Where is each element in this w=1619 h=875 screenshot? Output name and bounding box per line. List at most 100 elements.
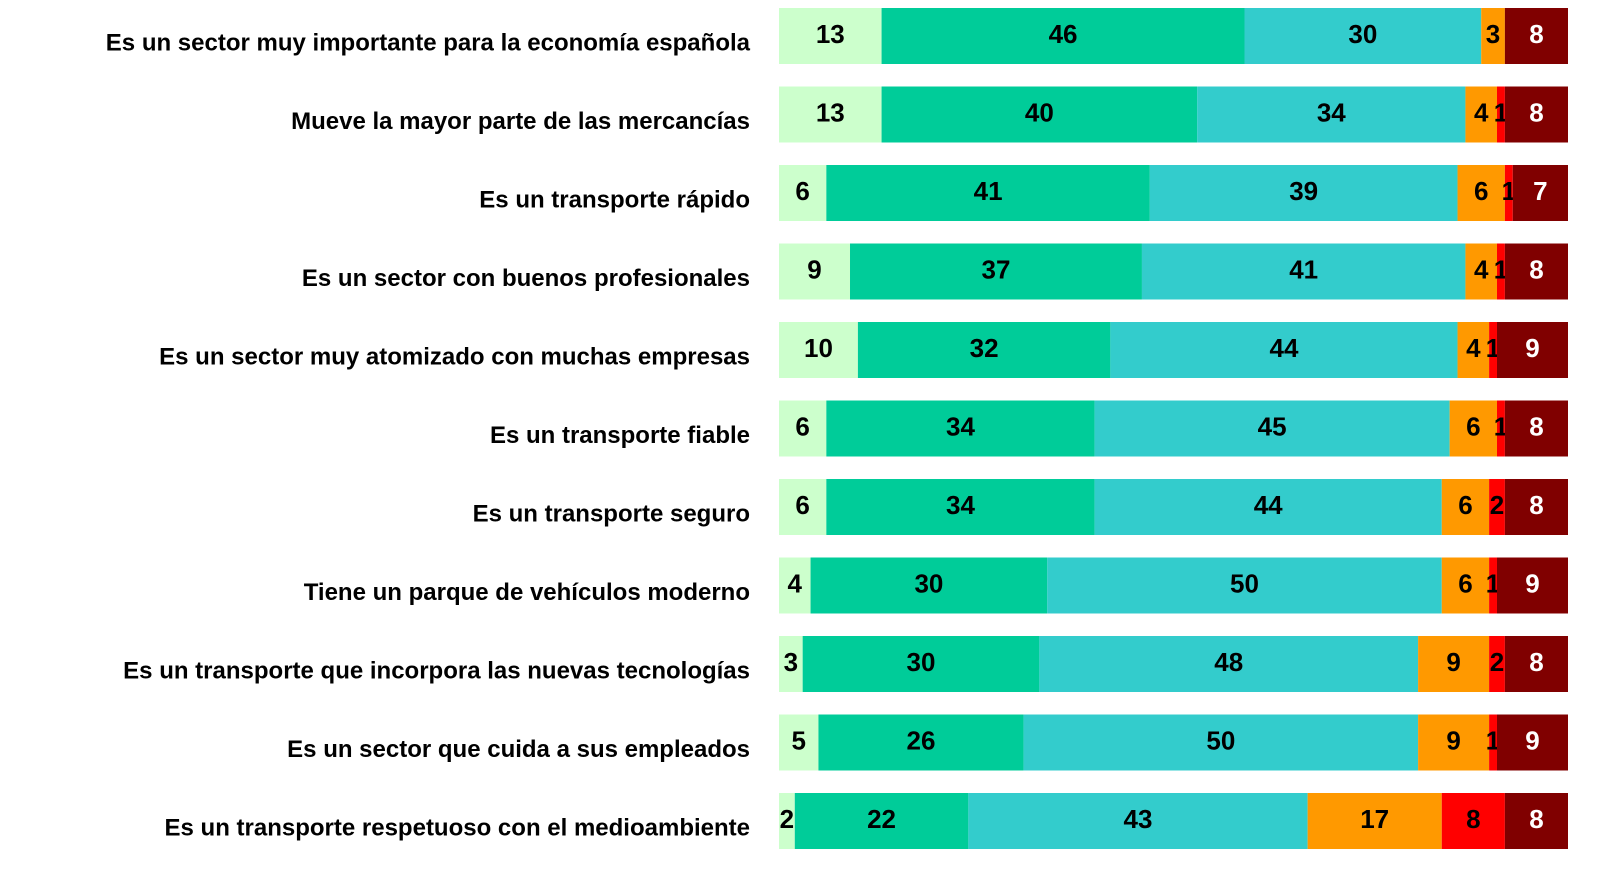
bar-segment: [1504, 165, 1513, 221]
category-label: Es un transporte respetuoso con el medio…: [165, 814, 750, 841]
category-label: Es un sector que cuida a sus empleados: [287, 736, 750, 763]
bar-segment: [1094, 479, 1442, 535]
value-label: 9: [1446, 725, 1460, 755]
bar-segment: [1489, 322, 1497, 378]
bar-segment: [1244, 8, 1482, 64]
category-label: Tiene un parque de vehículos moderno: [304, 579, 750, 606]
value-label: 6: [1458, 568, 1472, 598]
bar-segment: [1197, 86, 1466, 143]
category-label: Es un sector con buenos profesionales: [302, 265, 750, 292]
bar-segment: [1481, 8, 1505, 64]
bar-segment: [826, 479, 1095, 535]
value-label: 46: [1049, 19, 1078, 49]
value-label: 6: [1466, 411, 1480, 441]
value-label: 10: [804, 333, 833, 363]
value-label: 32: [970, 333, 999, 363]
value-label: 7: [1533, 176, 1547, 206]
bar-segment: [1465, 86, 1497, 143]
value-label: 4: [1474, 97, 1489, 127]
value-label: 43: [1124, 804, 1153, 834]
value-label: 8: [1529, 804, 1543, 834]
bar-segment: [1489, 479, 1505, 535]
bar-segment: [1457, 322, 1490, 378]
category-label: Es un transporte seguro: [473, 500, 750, 527]
bar-segment: [1496, 243, 1505, 300]
bar-segment: [802, 636, 1040, 692]
bar-segment: [1504, 479, 1568, 535]
bar-segment: [826, 400, 1095, 457]
value-label: 6: [1474, 176, 1488, 206]
bar-segment: [826, 165, 1150, 221]
bar-segment: [1496, 714, 1568, 771]
value-label: 50: [1206, 725, 1235, 755]
bar-segment: [779, 793, 795, 849]
bar-segment: [1094, 400, 1450, 457]
value-label: 8: [1529, 647, 1543, 677]
bar-segment: [779, 8, 882, 64]
bar-segment: [1504, 243, 1568, 300]
value-label: 6: [795, 411, 809, 441]
value-label: 22: [867, 804, 896, 834]
bar-segment: [1449, 400, 1497, 457]
value-label: 44: [1269, 333, 1298, 363]
bar-segment: [1496, 322, 1568, 378]
value-label: 5: [791, 725, 805, 755]
bar-segment: [818, 714, 1024, 771]
bar-segment: [1489, 636, 1505, 692]
value-label: 2: [780, 804, 794, 834]
bar-segment: [779, 243, 851, 300]
category-label: Es un sector muy importante para la econ…: [106, 29, 751, 56]
bar-segment: [1504, 636, 1568, 692]
value-label: 3: [1486, 19, 1500, 49]
value-label: 3: [784, 647, 798, 677]
value-label: 4: [1466, 333, 1481, 363]
value-label: 34: [946, 411, 975, 441]
value-label: 50: [1230, 568, 1259, 598]
bar-segment: [881, 86, 1198, 143]
value-label: 30: [1348, 19, 1377, 49]
value-label: 37: [982, 254, 1011, 284]
bar-segment: [1489, 714, 1497, 771]
value-label: 6: [795, 490, 809, 520]
value-label: 9: [1446, 647, 1460, 677]
value-label: 8: [1529, 490, 1543, 520]
bar-segment: [857, 322, 1111, 378]
bar-segment: [1496, 86, 1505, 143]
bar-segment: [1457, 165, 1505, 221]
bar-segment: [881, 8, 1245, 64]
category-label: Es un sector muy atomizado con muchas em…: [159, 343, 750, 370]
value-label: 30: [914, 568, 943, 598]
value-label: 2: [1490, 647, 1504, 677]
value-label: 9: [1525, 568, 1539, 598]
value-label: 30: [907, 647, 936, 677]
bar-segment: [1512, 165, 1568, 221]
bar-segment: [810, 557, 1048, 614]
bar-segment: [1141, 243, 1466, 300]
bar-segment: [1307, 793, 1442, 849]
bar-segment: [1465, 243, 1497, 300]
value-label: 13: [816, 19, 845, 49]
value-label: 2: [1490, 490, 1504, 520]
value-label: 9: [1525, 725, 1539, 755]
value-label: 39: [1289, 176, 1318, 206]
bar-segment: [794, 793, 969, 849]
bar-segment: [779, 479, 827, 535]
bar-segment: [779, 165, 827, 221]
value-label: 41: [974, 176, 1003, 206]
value-label: 13: [816, 97, 845, 127]
bar-segment: [1441, 479, 1490, 535]
bar-segment: [850, 243, 1142, 300]
bar-segment: [1149, 165, 1458, 221]
value-label: 9: [1525, 333, 1539, 363]
value-label: 34: [946, 490, 975, 520]
value-label: 4: [788, 568, 803, 598]
bar-segment: [779, 557, 811, 614]
value-label: 1: [1502, 176, 1516, 206]
category-label: Es un transporte que incorpora las nueva…: [123, 657, 750, 684]
value-label: 34: [1317, 97, 1346, 127]
value-label: 8: [1466, 804, 1480, 834]
bar-segment: [1504, 8, 1568, 64]
bar-segment: [1441, 557, 1490, 614]
value-label: 9: [807, 254, 821, 284]
